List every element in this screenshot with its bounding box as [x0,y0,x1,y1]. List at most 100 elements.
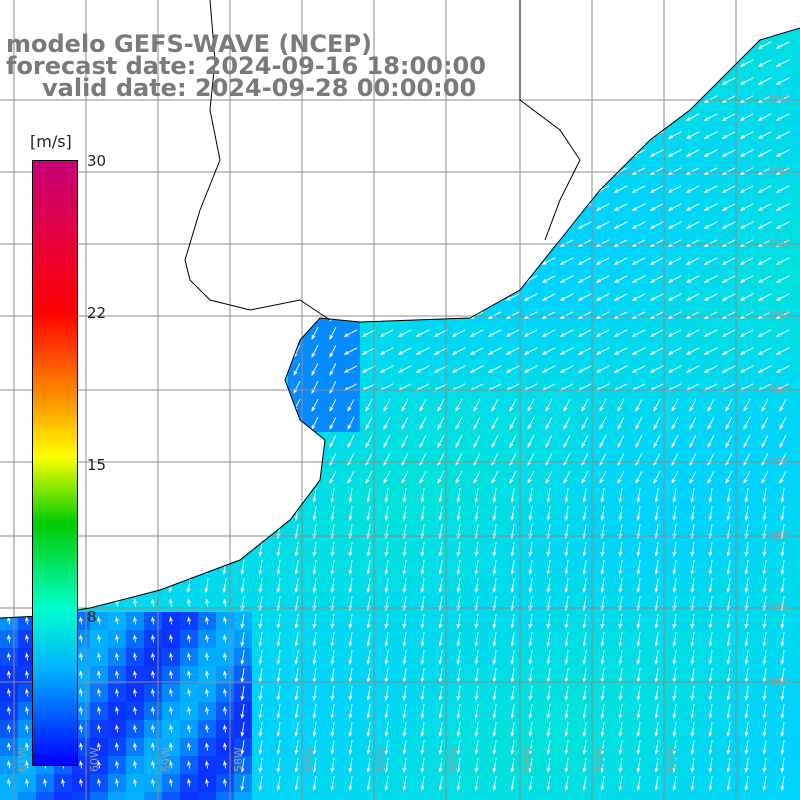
wind-arrow [721,221,736,229]
wind-arrow [744,758,749,774]
wind-cell [162,792,180,800]
wind-arrow [703,365,718,373]
wind-arrow [312,578,317,594]
wind-arrow [739,131,754,139]
wind-arrow [725,471,733,484]
wind-arrow [528,650,533,666]
wind-arrow [151,742,155,751]
wind-arrow [582,614,587,630]
wind-arrow [401,435,409,448]
wind-arrow [187,778,191,787]
wind-arrow [366,650,371,666]
wind-arrow [438,722,443,738]
wind-arrow [618,488,623,504]
wind-arrow [25,742,29,751]
wind-arrow [330,650,335,666]
wind-cell [792,36,800,54]
wind-arrow [312,614,317,630]
wind-arrow [780,722,785,738]
wind-cell [36,792,54,800]
wind-arrow [223,706,227,715]
wind-arrow [456,650,461,666]
wind-arrow [187,616,191,625]
wind-arrow [775,329,790,337]
wind-arrow [420,632,425,648]
wind-arrow [474,506,479,522]
wind-arrow [780,758,785,774]
colorbar-tick: 30 [87,152,107,170]
wind-arrow [617,417,625,430]
wind-arrow [744,740,749,756]
wind-arrow [205,706,209,715]
wind-cell [792,72,800,90]
wind-arrow [744,542,749,558]
wind-arrow [636,560,641,576]
wind-arrow [510,614,515,630]
wind-cell [792,144,800,162]
wind-arrow [348,614,353,630]
wind-arrow [420,722,425,738]
wind-arrow [685,329,700,337]
wind-arrow [528,632,533,648]
wind-arrow [456,632,461,648]
wind-arrow [613,221,628,229]
wind-arrow [613,275,628,283]
wind-cell [792,378,800,396]
wind-arrow [151,760,155,769]
wind-arrow [636,506,641,522]
wind-arrow [365,399,373,412]
wind-arrow [563,399,571,412]
wind-arrow [329,417,337,430]
wind-arrow [258,722,263,738]
wind-arrow [577,347,592,355]
wind-arrow [564,542,569,558]
wind-arrow [258,560,263,576]
wind-arrow [348,506,353,522]
wind-arrow [618,542,623,558]
wind-arrow [348,632,353,648]
wind-arrow [474,704,479,720]
wind-arrow [672,740,677,756]
wind-arrow [456,740,461,756]
wind-arrow [456,704,461,720]
wind-cell [504,792,522,800]
wind-arrow [366,722,371,738]
wind-arrow [757,59,772,67]
wind-arrow [402,758,407,774]
wind-arrow [672,614,677,630]
wind-arrow [690,776,695,792]
wind-arrow [348,650,353,666]
wind-arrow [546,776,551,792]
wind-arrow [779,399,787,412]
wind-cell [792,648,800,666]
wind-arrow [294,722,299,738]
wind-arrow [762,506,767,522]
wind-arrow [366,578,371,594]
wind-arrow [456,614,461,630]
wind-arrow [205,670,209,679]
wind-arrow [510,578,515,594]
wind-arrow [384,650,389,666]
wind-arrow [187,652,191,661]
wind-arrow [366,632,371,648]
wind-arrow [564,722,569,738]
wind-arrow [654,776,659,792]
wind-arrow [133,688,137,697]
wind-arrow [187,742,191,751]
wind-arrow [780,614,785,630]
wind-cell [792,126,800,144]
wind-arrow [312,686,317,702]
wind-arrow [474,488,479,504]
wind-arrow [595,329,610,337]
wind-arrow [240,650,245,666]
wind-arrow [546,560,551,576]
wind-arrow [672,632,677,648]
wind-arrow [366,506,371,522]
wind-arrow [276,686,281,702]
wind-arrow [577,329,592,337]
wind-arrow [473,471,481,484]
wind-arrow [707,417,715,430]
wind-arrow [437,417,445,430]
wind-arrow [366,488,371,504]
wind-arrow [312,632,317,648]
